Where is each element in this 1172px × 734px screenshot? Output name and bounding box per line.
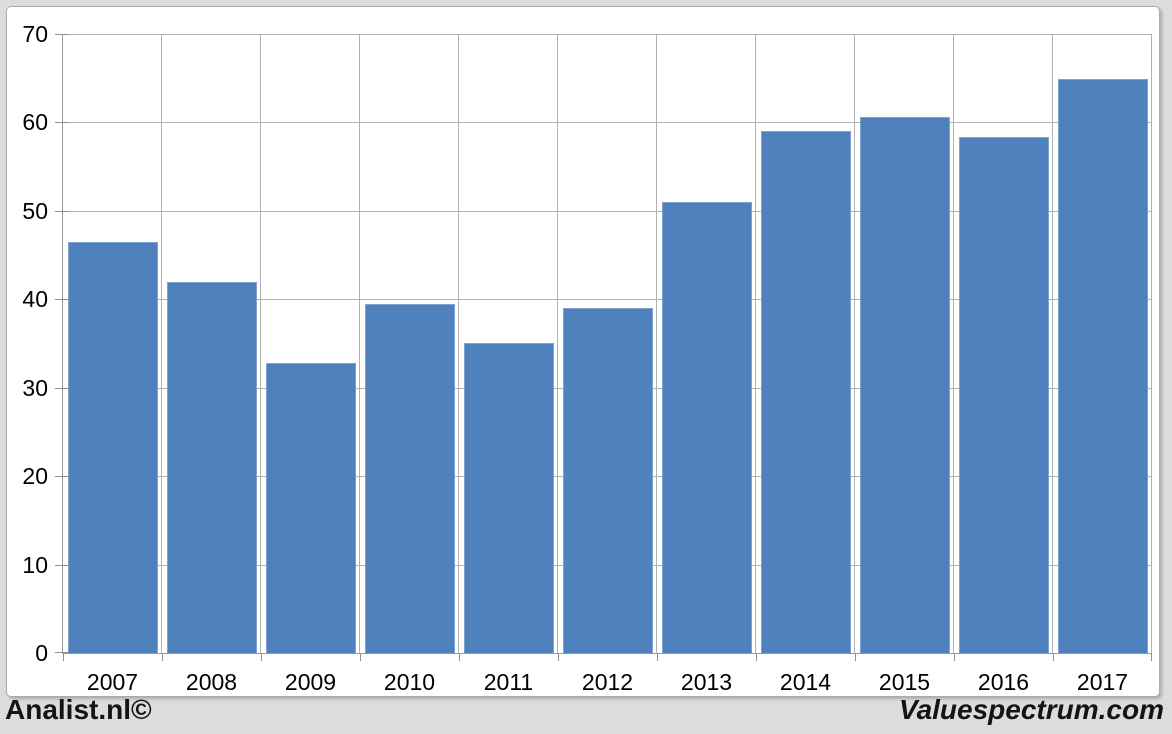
- x-axis-label-2013: 2013: [680, 669, 733, 695]
- y-axis-label-0: 0: [35, 640, 48, 666]
- bar-2016: [958, 137, 1049, 653]
- y-tick-0: [55, 652, 69, 653]
- plot-area: 0 10 20 30 40 50 60 70 2007 2008 2009 2010 2011 2012 2…: [22, 21, 1152, 695]
- y-axis-label-60: 60: [22, 109, 48, 136]
- bar-2010: [364, 303, 455, 653]
- x-axis-label-2011: 2011: [483, 669, 534, 695]
- y-tick-40: [55, 299, 69, 301]
- bar-2014: [760, 131, 851, 653]
- y-tick-10: [55, 564, 69, 566]
- chart-frame: 0 10 20 30 40 50 60 70 2007 2008 2009 2010 2011 2012 2…: [6, 6, 1160, 697]
- x-tick-1: [162, 654, 163, 661]
- gridline-x-7: [755, 34, 756, 653]
- x-tick-8: [855, 654, 856, 661]
- x-axis-label-2009: 2009: [284, 669, 337, 695]
- y-axis-label-30: 30: [22, 374, 48, 401]
- x-tick-7: [756, 654, 757, 661]
- x-tick-6: [657, 654, 658, 661]
- x-axis-label-2008: 2008: [185, 669, 238, 695]
- x-axis-label-2015: 2015: [878, 669, 931, 695]
- y-tick-20: [55, 476, 69, 478]
- y-tick-50: [55, 210, 69, 212]
- valuespectrum-brand-text: Valuespectrum.com: [898, 693, 1164, 725]
- x-axis-label-2007: 2007: [86, 669, 139, 695]
- bar-2007: [67, 241, 158, 653]
- gridline-x-1: [161, 34, 162, 653]
- bar-2017: [1057, 79, 1148, 653]
- footer-bar: Analist.nl© Valuespectrum.com: [0, 691, 1172, 734]
- x-axis-label-2017: 2017: [1076, 669, 1129, 695]
- gridline-x-6: [656, 34, 657, 653]
- analist-brand-text: Analist.nl©: [5, 693, 152, 725]
- x-axis-label-2010: 2010: [383, 669, 436, 695]
- y-axis-label-40: 40: [22, 286, 48, 313]
- x-axis-label-2012: 2012: [581, 669, 634, 695]
- x-axis-label-2014: 2014: [779, 669, 832, 695]
- gridline-x-9: [953, 34, 954, 653]
- bar-2012: [562, 308, 653, 653]
- gridline-x-8: [854, 34, 855, 653]
- gridline-x-4: [458, 34, 459, 653]
- y-axis-label-50: 50: [22, 197, 48, 224]
- x-tick-10: [1053, 654, 1054, 661]
- x-tick-5: [558, 654, 559, 661]
- gridline-x-10: [1052, 34, 1053, 653]
- x-tick-3: [360, 654, 361, 661]
- y-tick-60: [55, 122, 69, 124]
- gridline-y-50: [63, 210, 1152, 212]
- gridline-y-60: [63, 122, 1152, 124]
- y-axis-label-20: 20: [22, 463, 48, 490]
- gridline-y-70: [63, 34, 1152, 35]
- x-tick-11: [1151, 654, 1152, 661]
- x-tick-2: [261, 654, 262, 661]
- x-tick-4: [459, 654, 460, 661]
- gridline-x-3: [359, 34, 360, 653]
- bar-2009: [265, 362, 356, 653]
- y-axis-label-70: 70: [22, 21, 48, 47]
- bar-2008: [166, 282, 257, 653]
- bar-2015: [859, 117, 950, 653]
- gridline-x-11: [1151, 34, 1152, 653]
- bar-2013: [661, 202, 752, 653]
- gridline-y-40: [63, 299, 1152, 301]
- bar-2011: [463, 342, 554, 653]
- gridline-x-2: [260, 34, 261, 653]
- x-axis-label-2016: 2016: [977, 669, 1030, 695]
- gridline-x-5: [557, 34, 558, 653]
- y-axis-label-10: 10: [22, 551, 48, 578]
- y-tick-70: [55, 34, 69, 35]
- x-tick-9: [954, 654, 955, 661]
- x-tick-0: [63, 654, 64, 661]
- y-tick-30: [55, 387, 69, 389]
